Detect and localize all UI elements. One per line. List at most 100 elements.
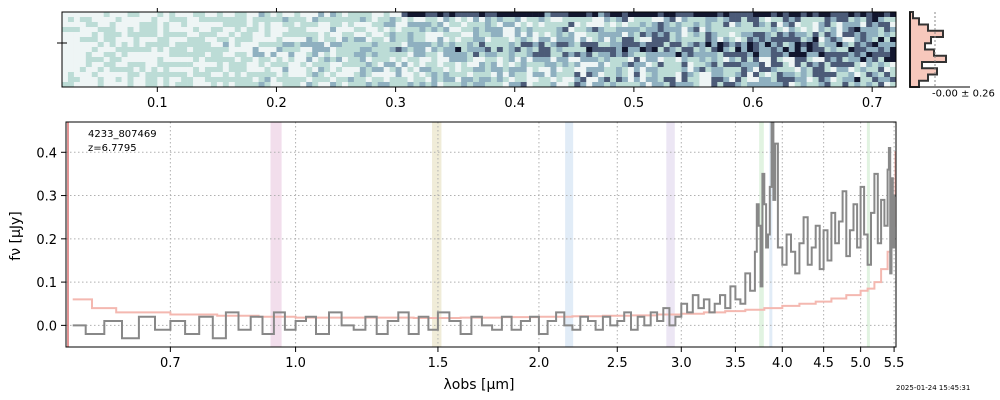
spectrum-2d-pixel: [133, 52, 140, 58]
x-tick-label: 2.0: [529, 356, 550, 371]
spectrum-2d-pixel: [199, 67, 206, 73]
spectrum-2d-pixel: [651, 72, 659, 78]
spectrum-2d-pixel: [163, 77, 170, 83]
spectrum-2d-pixel: [324, 72, 331, 78]
spectrum-2d-pixel: [371, 72, 379, 78]
spectrum-2d-pixel: [806, 22, 813, 28]
spectrum-2d-pixel: [782, 82, 790, 88]
spectrum-2d-pixel: [890, 57, 897, 63]
spectrum-2d-pixel: [562, 47, 569, 53]
spectrum-2d-pixel: [169, 32, 176, 38]
spectrum-2d-pixel: [419, 32, 426, 38]
spectrum-2d-pixel: [502, 62, 510, 68]
spectrum-2d-pixel: [741, 32, 748, 38]
spectrum-2d-pixel: [145, 12, 152, 18]
spectrum-2d-pixel: [741, 72, 748, 78]
spectrum-2d-pixel: [610, 12, 617, 18]
spectrum-2d-pixel: [437, 57, 444, 63]
spectrum-2d-pixel: [830, 27, 837, 33]
spectrum-2d-pixel: [133, 42, 140, 48]
spectrum-2d-pixel: [610, 77, 617, 83]
spectrum-2d-pixel: [723, 22, 730, 28]
spectrum-2d-pixel: [556, 32, 563, 38]
spectrum-2d-pixel: [455, 67, 462, 73]
spectrum-2d-pixel: [550, 77, 557, 83]
spectrum-2d-pixel: [330, 72, 337, 78]
spectrum-2d-pixel: [705, 17, 712, 23]
spectrum-2d-pixel: [431, 37, 438, 43]
timestamp: 2025-01-24 15:45:31: [896, 384, 970, 392]
spectrum-2d-pixel: [401, 57, 408, 63]
spectrum-2d-pixel: [85, 37, 93, 43]
spectrum-2d-pixel: [437, 12, 444, 18]
spectrum-2d-pixel: [782, 42, 790, 48]
spectrum-2d-pixel: [723, 67, 730, 73]
spectrum-2d-pixel: [490, 32, 498, 38]
spectrum-2d-pixel: [747, 82, 754, 88]
spectrum-2d-pixel: [222, 82, 230, 88]
spectrum-2d-pixel: [526, 77, 533, 83]
spectrum-2d-pixel: [663, 12, 670, 18]
spectrum-2d-pixel: [389, 17, 396, 23]
spectrum-2d-pixel: [538, 47, 545, 53]
spectrum-2d-pixel: [842, 82, 849, 88]
spectrum-2d-pixel: [282, 72, 289, 78]
spectrum-2d-pixel: [836, 22, 843, 28]
spectrum-2d-pixel: [294, 52, 301, 58]
spectrum-2d-pixel: [520, 12, 527, 18]
spectrum-2d-pixel: [127, 52, 134, 58]
spectrum-2d-pixel: [246, 52, 253, 58]
spectrum-2d-pixel: [193, 27, 200, 33]
spectrum-2d-pixel: [657, 12, 664, 18]
spectrum-2d-pixel: [97, 77, 104, 83]
spectrum-2d-pixel: [627, 27, 635, 33]
spectrum-2d-pixel: [604, 62, 611, 68]
spectrum-2d-pixel: [848, 47, 855, 53]
spectrum-2d-pixel: [604, 72, 611, 78]
spectrum-2d-pixel: [729, 72, 736, 78]
spectrum-2d-pixel: [484, 57, 492, 63]
spectrum-2d-pixel: [580, 42, 587, 48]
spectrum-2d-pixel: [437, 47, 444, 53]
spectrum-2d-pixel: [347, 22, 355, 28]
spectrum-2d-pixel: [246, 62, 253, 68]
spectrum-2d-pixel: [246, 77, 253, 83]
spectrum-2d-pixel: [830, 12, 837, 18]
spectrum-2d-pixel: [395, 47, 402, 53]
spectrum-2d-pixel: [872, 22, 879, 28]
spectrum-2d-pixel: [383, 82, 390, 88]
spectrum-2d-pixel: [747, 62, 754, 68]
spectrum-2d-pixel: [758, 52, 766, 58]
spectrum-2d-pixel: [580, 57, 587, 63]
spectrum-2d-pixel: [848, 62, 855, 68]
spectrum-2d-pixel: [371, 77, 379, 83]
spectrum-2d-pixel: [598, 67, 605, 73]
spectrum-2d-pixel: [91, 67, 99, 73]
spectrum-2d-pixel: [884, 77, 891, 83]
spectrum-2d-pixel: [419, 77, 426, 83]
spectrum-2d-pixel: [836, 42, 843, 48]
spectrum-2d-pixel: [735, 47, 742, 53]
spectrum-2d-pixel: [473, 42, 480, 48]
spectrum-2d-pixel: [651, 77, 659, 83]
spectrum-2d-pixel: [496, 27, 504, 33]
spectrum-2d-pixel: [884, 62, 891, 68]
spectrum-2d-pixel: [91, 27, 99, 33]
spectrum-2d-pixel: [776, 32, 784, 38]
spectrum-2d-pixel: [764, 82, 772, 88]
spectrum-2d-pixel: [616, 82, 623, 88]
spectrum-2d-pixel: [413, 12, 420, 18]
spectrum-2d-pixel: [234, 12, 242, 18]
spectrum-2d-pixel: [199, 17, 206, 23]
spectrum-2d-pixel: [425, 67, 432, 73]
spectrum-2d-pixel: [735, 72, 742, 78]
spectrum-2d-pixel: [836, 12, 843, 18]
spectrum-2d-pixel: [770, 47, 778, 53]
spectrum-2d-pixel: [556, 17, 563, 23]
spectrum-2d-pixel: [693, 57, 700, 63]
spectrum-2d-pixel: [449, 42, 456, 48]
spectrum-2d-pixel: [854, 62, 861, 68]
spectrum-2d-pixel: [157, 82, 164, 88]
spectrum-2d-pixel: [550, 27, 557, 33]
spectrum-2d-pixel: [514, 22, 521, 28]
